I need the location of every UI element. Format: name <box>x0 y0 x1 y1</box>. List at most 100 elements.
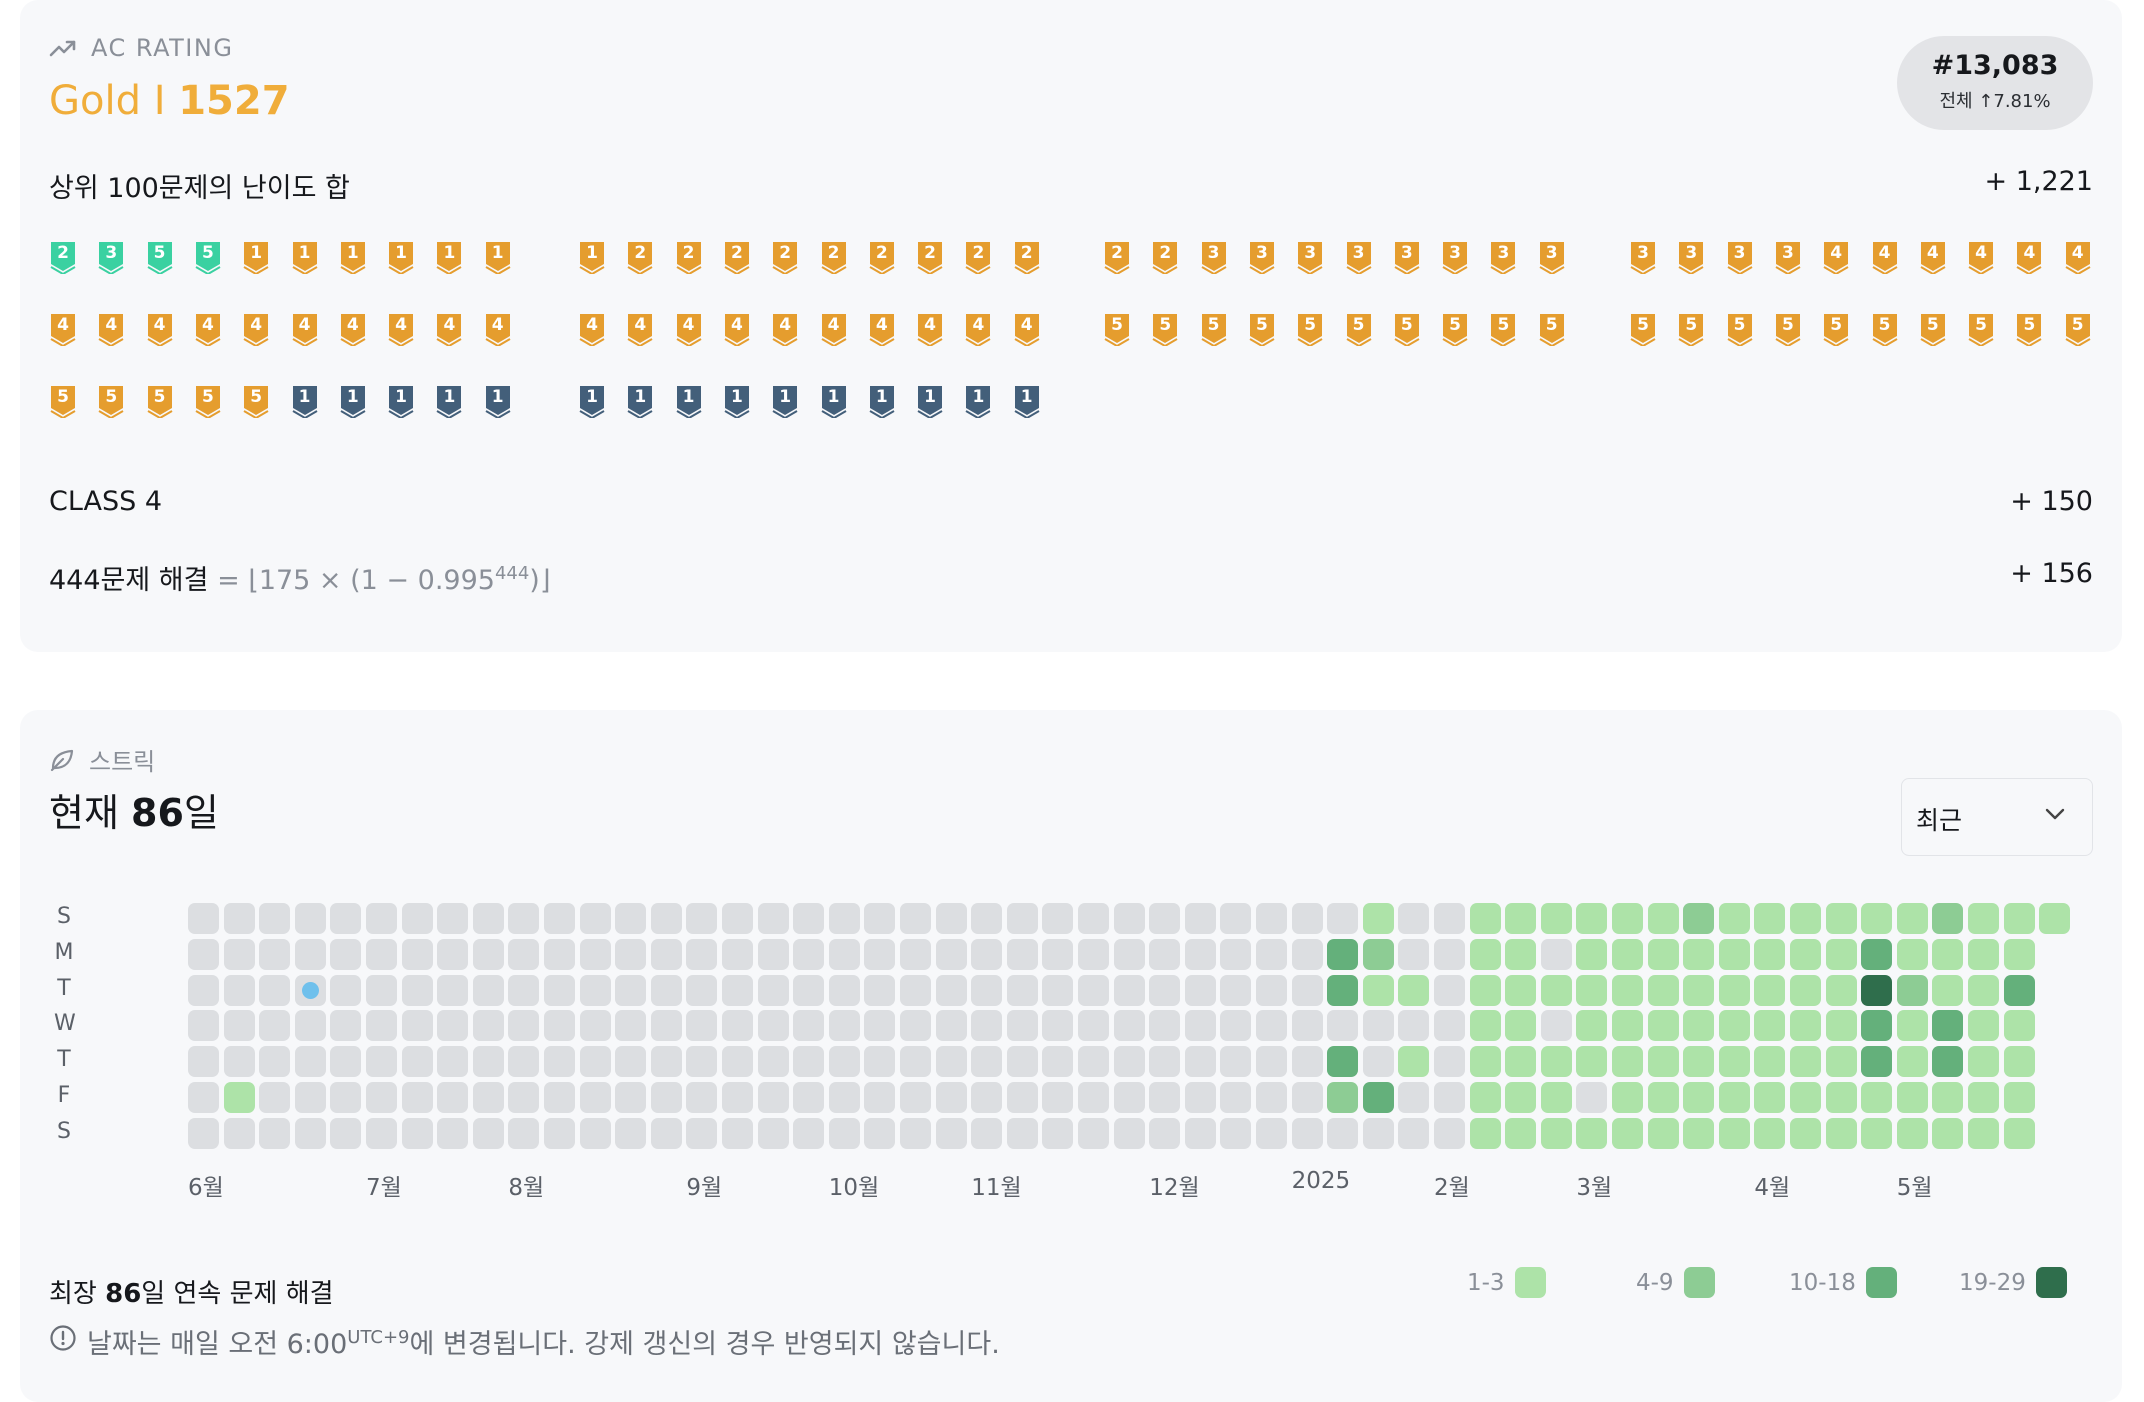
streak-day-cell[interactable] <box>1612 1117 1643 1149</box>
streak-day-cell[interactable] <box>1327 1010 1359 1042</box>
streak-day-cell[interactable] <box>971 903 1003 934</box>
streak-day-cell[interactable] <box>686 1082 718 1113</box>
tier-badge[interactable]: 1 <box>577 240 607 274</box>
streak-day-cell[interactable] <box>1647 1117 1679 1149</box>
streak-day-cell[interactable] <box>508 903 540 934</box>
streak-day-cell[interactable] <box>579 974 611 1006</box>
tier-badge[interactable]: 4 <box>1012 312 1042 346</box>
streak-day-cell[interactable] <box>1754 1117 1786 1149</box>
streak-day-cell[interactable] <box>366 1082 397 1113</box>
streak-day-cell[interactable] <box>294 1082 326 1113</box>
streak-day-cell[interactable] <box>1113 1117 1145 1149</box>
streak-day-cell[interactable] <box>1825 1082 1857 1113</box>
streak-day-cell[interactable] <box>1469 938 1501 970</box>
streak-day-cell[interactable] <box>223 938 255 970</box>
streak-day-cell[interactable] <box>1754 974 1786 1006</box>
tier-badge[interactable]: 4 <box>577 312 607 346</box>
streak-day-cell[interactable] <box>508 938 540 970</box>
tier-badge[interactable]: 1 <box>338 240 368 274</box>
streak-day-cell[interactable] <box>1718 938 1750 970</box>
streak-day-cell[interactable] <box>1861 903 1893 934</box>
tier-badge[interactable]: 2 <box>625 240 655 274</box>
streak-day-cell[interactable] <box>1968 974 1999 1006</box>
tier-badge[interactable]: 1 <box>867 384 897 418</box>
streak-day-cell[interactable] <box>1576 1010 1608 1042</box>
streak-day-cell[interactable] <box>1184 1082 1216 1113</box>
streak-day-cell[interactable] <box>1932 938 1964 970</box>
streak-day-cell[interactable] <box>1327 1046 1359 1078</box>
streak-day-cell[interactable] <box>1434 1010 1465 1042</box>
streak-day-cell[interactable] <box>1718 1117 1750 1149</box>
streak-day-cell[interactable] <box>188 1117 219 1149</box>
streak-day-cell[interactable] <box>1647 1082 1679 1113</box>
streak-day-cell[interactable] <box>1647 1010 1679 1042</box>
tier-badge[interactable]: 5 <box>145 240 175 274</box>
streak-day-cell[interactable] <box>1398 938 1430 970</box>
streak-day-cell[interactable] <box>1790 1082 1821 1113</box>
streak-day-cell[interactable] <box>615 903 647 934</box>
streak-day-cell[interactable] <box>1861 974 1893 1006</box>
tier-badge[interactable]: 4 <box>1918 240 1948 274</box>
streak-day-cell[interactable] <box>1398 1117 1430 1149</box>
streak-day-cell[interactable] <box>828 903 860 934</box>
streak-day-cell[interactable] <box>1861 1046 1893 1078</box>
streak-day-cell[interactable] <box>971 974 1003 1006</box>
streak-day-cell[interactable] <box>686 1117 718 1149</box>
streak-day-cell[interactable] <box>1327 938 1359 970</box>
tier-badge[interactable]: 5 <box>1247 312 1277 346</box>
streak-day-cell[interactable] <box>1754 938 1786 970</box>
streak-day-cell[interactable] <box>223 974 255 1006</box>
tier-badge[interactable]: 4 <box>386 312 416 346</box>
streak-day-cell[interactable] <box>1540 903 1572 934</box>
streak-day-cell[interactable] <box>437 1117 469 1149</box>
tier-badge[interactable]: 2 <box>963 240 993 274</box>
streak-day-cell[interactable] <box>1113 1082 1145 1113</box>
streak-day-cell[interactable] <box>1683 1117 1715 1149</box>
tier-badge[interactable]: 1 <box>241 240 271 274</box>
streak-day-cell[interactable] <box>1540 938 1572 970</box>
streak-day-cell[interactable] <box>722 1082 753 1113</box>
tier-badge[interactable]: 1 <box>483 240 513 274</box>
streak-day-cell[interactable] <box>1825 938 1857 970</box>
streak-day-cell[interactable] <box>1718 903 1750 934</box>
streak-day-cell[interactable] <box>366 1010 397 1042</box>
streak-day-cell[interactable] <box>793 1010 825 1042</box>
streak-day-cell[interactable] <box>615 1010 647 1042</box>
tier-badge[interactable]: 4 <box>674 312 704 346</box>
tier-badge[interactable]: 5 <box>2014 312 2044 346</box>
tier-badge[interactable]: 5 <box>1102 312 1132 346</box>
tier-badge[interactable]: 4 <box>722 312 752 346</box>
tier-badge[interactable]: 5 <box>1773 312 1803 346</box>
streak-day-cell[interactable] <box>1113 974 1145 1006</box>
streak-day-cell[interactable] <box>900 903 931 934</box>
streak-day-cell[interactable] <box>1647 974 1679 1006</box>
tier-badge[interactable]: 4 <box>819 312 849 346</box>
streak-day-cell[interactable] <box>1078 903 1109 934</box>
streak-day-cell[interactable] <box>1861 1010 1893 1042</box>
streak-day-cell[interactable] <box>437 1046 469 1078</box>
tier-badge[interactable]: 2 <box>867 240 897 274</box>
streak-day-cell[interactable] <box>579 1010 611 1042</box>
streak-day-cell[interactable] <box>828 1010 860 1042</box>
streak-day-cell[interactable] <box>2003 974 2035 1006</box>
streak-day-cell[interactable] <box>1790 1117 1821 1149</box>
tier-badge[interactable]: 3 <box>1247 240 1277 274</box>
streak-day-cell[interactable] <box>686 1046 718 1078</box>
streak-day-cell[interactable] <box>2003 938 2035 970</box>
streak-day-cell[interactable] <box>1291 1010 1323 1042</box>
streak-day-cell[interactable] <box>366 1046 397 1078</box>
streak-day-cell[interactable] <box>1647 1046 1679 1078</box>
tier-badge[interactable]: 5 <box>1150 312 1180 346</box>
tier-badge[interactable]: 5 <box>1821 312 1851 346</box>
tier-badge[interactable]: 1 <box>386 240 416 274</box>
streak-day-cell[interactable] <box>188 974 219 1006</box>
streak-day-cell[interactable] <box>1327 1082 1359 1113</box>
streak-day-cell[interactable] <box>1042 1082 1074 1113</box>
streak-day-cell[interactable] <box>1896 1117 1928 1149</box>
streak-day-cell[interactable] <box>223 1117 255 1149</box>
streak-day-cell[interactable] <box>508 1117 540 1149</box>
streak-day-cell[interactable] <box>1220 1010 1252 1042</box>
streak-day-cell[interactable] <box>1825 903 1857 934</box>
streak-day-cell[interactable] <box>366 903 397 934</box>
streak-day-cell[interactable] <box>1006 1082 1038 1113</box>
